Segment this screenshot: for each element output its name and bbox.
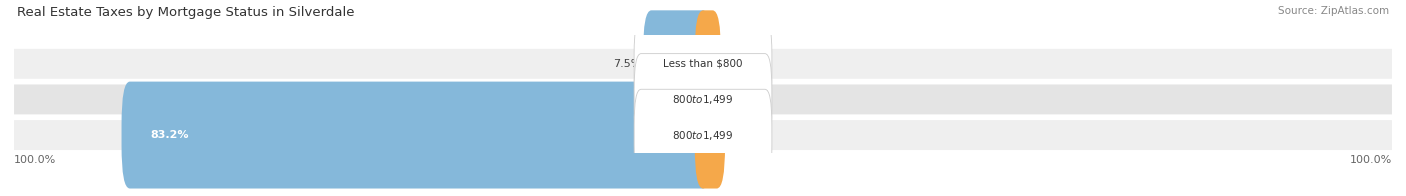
Text: 83.2%: 83.2%: [150, 130, 188, 140]
Text: 7.5%: 7.5%: [613, 59, 641, 69]
Text: $800 to $1,499: $800 to $1,499: [672, 129, 734, 142]
Text: Less than $800: Less than $800: [664, 59, 742, 69]
Text: $800 to $1,499: $800 to $1,499: [672, 93, 734, 106]
FancyBboxPatch shape: [634, 89, 772, 181]
FancyBboxPatch shape: [634, 18, 772, 110]
FancyBboxPatch shape: [643, 10, 711, 117]
Text: 4.2%: 4.2%: [636, 94, 664, 104]
FancyBboxPatch shape: [14, 84, 1392, 114]
Text: 1.4%: 1.4%: [723, 59, 751, 69]
Text: 100.0%: 100.0%: [1350, 155, 1392, 165]
Text: 100.0%: 100.0%: [14, 155, 56, 165]
FancyBboxPatch shape: [695, 46, 724, 153]
FancyBboxPatch shape: [666, 46, 711, 153]
FancyBboxPatch shape: [14, 49, 1392, 79]
FancyBboxPatch shape: [14, 120, 1392, 150]
Text: 2.0%: 2.0%: [727, 130, 755, 140]
FancyBboxPatch shape: [695, 10, 721, 117]
FancyBboxPatch shape: [121, 82, 711, 189]
FancyBboxPatch shape: [634, 54, 772, 145]
Text: Real Estate Taxes by Mortgage Status in Silverdale: Real Estate Taxes by Mortgage Status in …: [17, 6, 354, 19]
Text: 1.9%: 1.9%: [727, 94, 755, 104]
Text: Source: ZipAtlas.com: Source: ZipAtlas.com: [1278, 6, 1389, 16]
FancyBboxPatch shape: [695, 82, 725, 189]
